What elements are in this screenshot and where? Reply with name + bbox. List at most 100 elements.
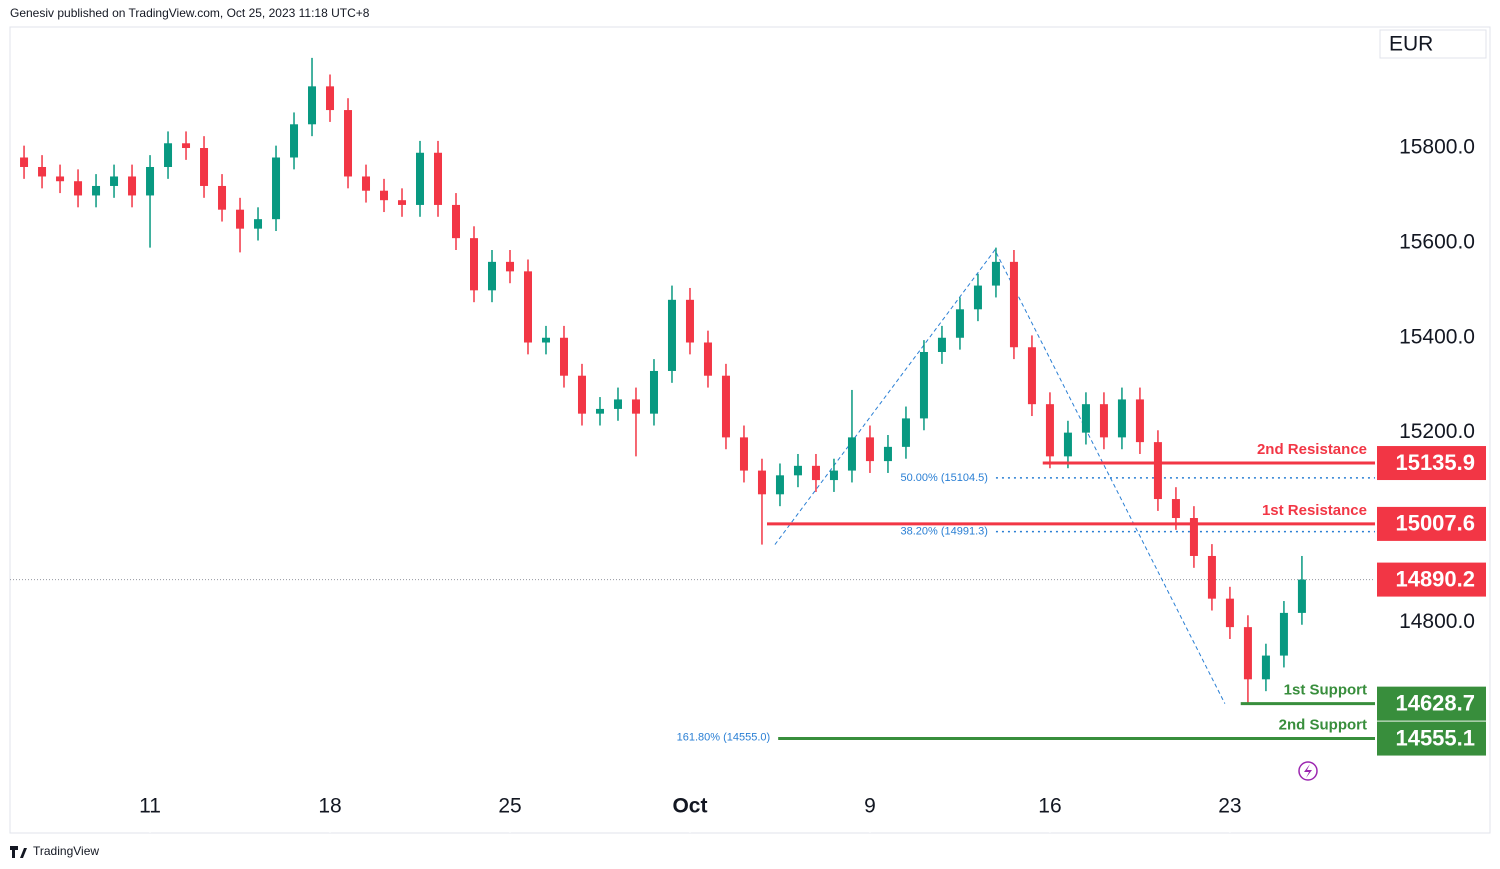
candle-body bbox=[883, 446, 892, 462]
candle-body bbox=[362, 176, 371, 191]
candle-body bbox=[919, 351, 928, 419]
x-tick-label: 16 bbox=[1038, 795, 1061, 818]
candle-body bbox=[164, 143, 173, 167]
candle-body bbox=[1207, 555, 1216, 599]
candle-body bbox=[1297, 579, 1306, 613]
candle-body bbox=[685, 299, 694, 343]
candle-body bbox=[92, 185, 101, 196]
price-tag-label: 14555.1 bbox=[1395, 725, 1475, 750]
currency-box bbox=[1379, 29, 1487, 59]
footer-logo bbox=[10, 846, 27, 858]
candle-body bbox=[326, 86, 335, 111]
candle-body bbox=[1171, 499, 1180, 519]
candle-body bbox=[398, 200, 407, 205]
flash-icon bbox=[1298, 761, 1318, 781]
x-tick-label: 9 bbox=[864, 795, 876, 818]
footer: TradingView bbox=[33, 844, 99, 858]
candle-body bbox=[1045, 404, 1054, 457]
candle-body bbox=[1135, 399, 1144, 443]
candle-body bbox=[523, 271, 532, 343]
candle-body bbox=[74, 181, 83, 196]
candle-body bbox=[128, 176, 137, 196]
candle-body bbox=[721, 375, 730, 438]
candle-body bbox=[775, 475, 784, 495]
candle-body bbox=[847, 437, 856, 471]
panel-border bbox=[9, 26, 1491, 834]
candle-body bbox=[577, 375, 586, 414]
fib-label: 38.20% (14991.3) bbox=[901, 526, 988, 538]
candle-body bbox=[146, 166, 155, 196]
x-tick-label: 23 bbox=[1218, 795, 1241, 818]
candle-body bbox=[487, 261, 496, 291]
candle-body bbox=[973, 285, 982, 310]
level-name: 1st Support bbox=[1284, 682, 1367, 699]
last-price-label: 14890.2 bbox=[1395, 566, 1475, 591]
price-tag bbox=[1377, 506, 1486, 541]
y-tick-label: 15400.0 bbox=[1399, 325, 1475, 348]
candle-body bbox=[901, 418, 910, 447]
x-tick-label: 11 bbox=[139, 795, 161, 818]
x-tick-label: 25 bbox=[498, 795, 521, 818]
candle-body bbox=[703, 342, 712, 376]
candle-body bbox=[254, 219, 263, 229]
candle-body bbox=[1081, 404, 1090, 433]
candle-body bbox=[865, 437, 874, 462]
candle-body bbox=[272, 157, 281, 220]
candle-body bbox=[739, 437, 748, 471]
level-name: 2nd Support bbox=[1279, 717, 1367, 734]
candle-body bbox=[1189, 518, 1198, 556]
candle-body bbox=[595, 408, 604, 414]
header: Genesiv published on TradingView.com, Oc… bbox=[10, 6, 370, 20]
candle-body bbox=[236, 209, 245, 229]
candle-body bbox=[56, 176, 65, 182]
candle-body bbox=[182, 143, 191, 149]
price-tag bbox=[1377, 446, 1486, 481]
price-tag bbox=[1377, 721, 1486, 756]
candle-body bbox=[290, 124, 299, 158]
candle-body bbox=[1153, 442, 1162, 500]
candle-body bbox=[1243, 627, 1252, 680]
price-tag-label: 14628.7 bbox=[1395, 690, 1475, 715]
candle-body bbox=[1099, 404, 1108, 438]
candle-body bbox=[1063, 432, 1072, 457]
currency: EUR bbox=[1389, 33, 1433, 56]
fib-label: 50.00% (15104.5) bbox=[901, 472, 988, 484]
candle-body bbox=[1225, 598, 1234, 628]
candle-body bbox=[434, 152, 443, 205]
candle-body bbox=[38, 166, 47, 177]
x-tick-label: Oct bbox=[672, 795, 707, 818]
candle-body bbox=[757, 470, 766, 495]
price-tag bbox=[1377, 686, 1486, 721]
y-tick-label: 14800.0 bbox=[1399, 610, 1475, 633]
candle-body bbox=[110, 176, 119, 186]
price-tag-label: 15007.6 bbox=[1395, 511, 1475, 536]
candle-body bbox=[200, 148, 209, 186]
candle-body bbox=[793, 465, 802, 476]
candle-body bbox=[452, 204, 461, 239]
candle-body bbox=[1117, 399, 1126, 438]
candle-body bbox=[380, 190, 389, 201]
y-tick-label: 15600.0 bbox=[1399, 230, 1475, 253]
y-tick-label: 15800.0 bbox=[1399, 136, 1475, 159]
candle-body bbox=[631, 399, 640, 414]
candle-body bbox=[1027, 347, 1036, 405]
candle-body bbox=[218, 185, 227, 210]
candle-body bbox=[20, 157, 29, 167]
level-name: 1st Resistance bbox=[1262, 502, 1367, 519]
candle-body bbox=[1009, 261, 1018, 348]
level-name: 2nd Resistance bbox=[1257, 441, 1367, 458]
candle-body bbox=[1279, 612, 1288, 656]
candle-body bbox=[667, 299, 676, 371]
candle-body bbox=[829, 470, 838, 481]
candle-body bbox=[416, 152, 425, 205]
fib-label: 161.80% (14555.0) bbox=[677, 732, 771, 744]
candle-body bbox=[649, 370, 658, 414]
y-tick-label: 15200.0 bbox=[1399, 420, 1475, 443]
candle-body bbox=[344, 110, 353, 177]
candle-body bbox=[811, 465, 820, 481]
candle-body bbox=[613, 399, 622, 409]
last-price-tag bbox=[1377, 562, 1486, 597]
candle-body bbox=[308, 86, 317, 125]
